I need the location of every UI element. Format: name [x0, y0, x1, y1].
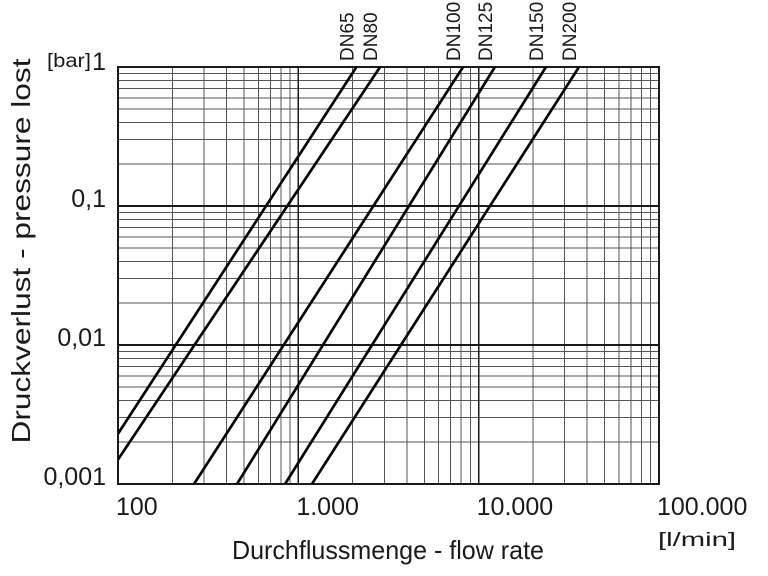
x-axis-unit-label: [l/min] — [658, 530, 736, 551]
series-label-DN200: DN200 — [560, 2, 581, 61]
x-axis-title: Durchflussmenge - flow rate — [232, 535, 544, 565]
y-tick-label-0,1: 0,1 — [71, 185, 106, 213]
series-line-DN100 — [192, 67, 465, 484]
y-tick-label-0,001: 0,001 — [43, 463, 106, 491]
series-labels: DN65 DN80 DN100 DN125 DN150 DN200 — [337, 2, 581, 61]
y-axis-unit-label: [bar] — [47, 51, 91, 72]
series-label-DN65: DN65 — [337, 12, 358, 61]
y-tick-label-0,01: 0,01 — [57, 324, 106, 352]
series-line-DN65 — [118, 67, 358, 435]
series-lines — [118, 67, 581, 484]
series-line-DN80 — [118, 67, 382, 461]
series-line-DN150 — [283, 67, 548, 484]
series-line-DN125 — [235, 67, 497, 484]
plot-border — [117, 66, 660, 485]
series-label-DN125: DN125 — [476, 2, 497, 61]
x-tick-label-100: 100 — [116, 493, 158, 521]
series-line-DN200 — [310, 67, 581, 484]
series-label-DN80: DN80 — [361, 12, 382, 61]
y-axis-title: Druckverlust - pressure lost — [6, 58, 36, 444]
series-label-DN100: DN100 — [444, 2, 465, 61]
x-tick-label-100.000: 100.000 — [657, 493, 747, 521]
y-tick-labels: 1 0,1 0,01 0,001 — [43, 48, 106, 491]
x-tick-labels: 100 1.000 10.000 100.000 — [116, 493, 747, 521]
x-tick-label-1.000: 1.000 — [296, 493, 359, 521]
grid-minor-lines — [118, 67, 659, 484]
series-label-DN150: DN150 — [527, 2, 548, 61]
y-tick-label-1: 1 — [92, 48, 106, 76]
x-tick-label-10.000: 10.000 — [477, 493, 553, 521]
grid-major-lines — [117, 66, 660, 485]
